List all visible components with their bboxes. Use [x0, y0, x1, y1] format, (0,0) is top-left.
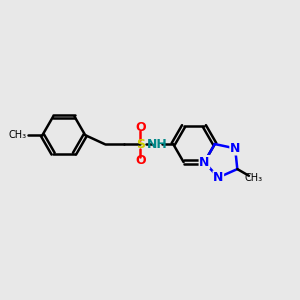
Text: CH₃: CH₃ [244, 173, 262, 183]
Text: O: O [135, 121, 146, 134]
Text: O: O [135, 154, 146, 167]
Text: NH: NH [147, 138, 168, 151]
Text: CH₃: CH₃ [9, 130, 27, 140]
Text: N: N [213, 171, 224, 184]
Text: N: N [230, 142, 240, 155]
Text: N: N [199, 156, 210, 169]
Text: S: S [136, 138, 145, 151]
